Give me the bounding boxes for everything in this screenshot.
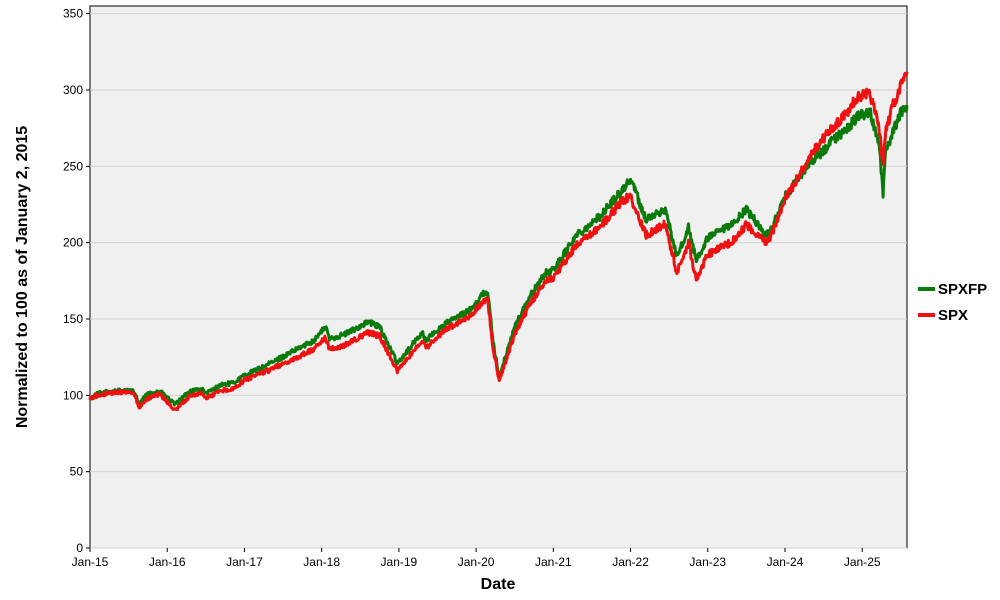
grid-lines <box>90 13 907 549</box>
x-tick-label: Jan-18 <box>303 555 340 569</box>
legend: SPXFP SPX <box>918 281 987 324</box>
y-tick-label: 50 <box>70 465 84 479</box>
x-tick-label: Jan-20 <box>458 555 495 569</box>
y-tick-label: 100 <box>63 388 83 402</box>
plot-area <box>89 5 908 549</box>
x-tick-label: Jan-25 <box>844 555 881 569</box>
y-axis-title: Normalized to 100 as of January 2, 2015 <box>14 126 31 428</box>
y-tick-label: 150 <box>63 312 83 326</box>
x-tick-label: Jan-19 <box>381 555 418 569</box>
series-lines <box>88 71 909 412</box>
x-tick-label: Jan-16 <box>149 555 186 569</box>
x-axis: Jan-15 Jan-16 Jan-17 Jan-18 Jan-19 Jan-20 Jan-… <box>72 548 881 569</box>
x-tick-label: Jan-24 <box>767 555 804 569</box>
x-tick-label: Jan-22 <box>612 555 649 569</box>
x-tick-label: Jan-21 <box>535 555 572 569</box>
x-tick-label: Jan-23 <box>689 555 726 569</box>
legend-label-spx: SPX <box>938 307 968 324</box>
x-tick-label: Jan-17 <box>226 555 263 569</box>
y-tick-label: 200 <box>63 236 83 250</box>
y-axis: 0 50 100 150 200 250 300 350 <box>63 7 90 555</box>
x-tick-label: Jan-15 <box>72 555 109 569</box>
legend-label-spxfp: SPXFP <box>938 281 987 298</box>
y-tick-label: 350 <box>63 7 83 21</box>
y-tick-label: 250 <box>63 159 83 173</box>
y-tick-label: 0 <box>76 541 83 555</box>
x-axis-title: Date <box>481 576 516 593</box>
y-tick-label: 300 <box>63 83 83 97</box>
series-line-spx <box>88 71 909 412</box>
